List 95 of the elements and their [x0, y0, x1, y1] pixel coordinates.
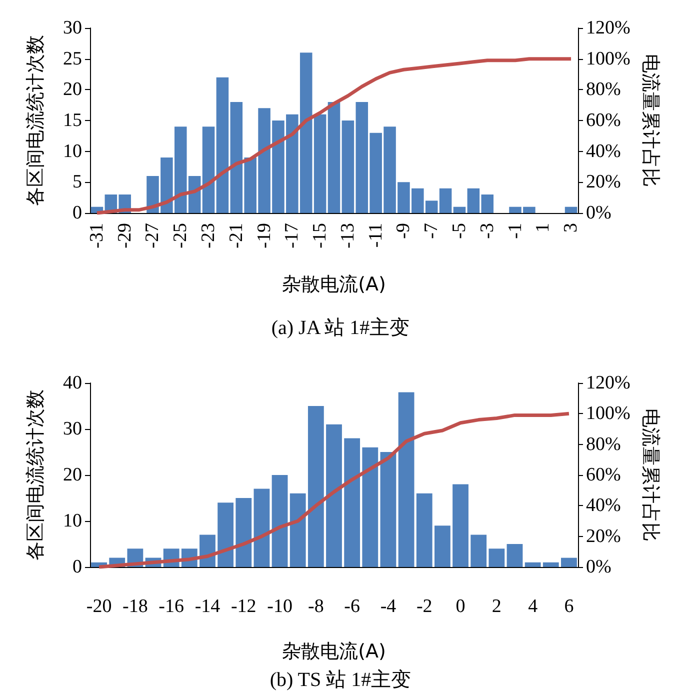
y2-tick-label: 120%	[586, 18, 630, 38]
x-tick-label: -25	[170, 223, 192, 248]
x-tick-label: 1	[532, 223, 554, 232]
x-tick-label: -13	[337, 223, 358, 248]
x-axis-title: 杂散电流(A)	[282, 640, 386, 662]
bar	[314, 114, 326, 213]
x-tick-label: -11	[365, 223, 386, 248]
y2-tick-label: 40%	[586, 140, 621, 162]
x-tick-label: -9	[393, 223, 414, 239]
y2-tick-label: 80%	[586, 79, 621, 100]
x-tick-label: -14	[194, 596, 221, 617]
bar	[452, 484, 468, 567]
y2-tick-label: 120%	[586, 372, 630, 394]
y2-tick-label: 100%	[586, 403, 630, 424]
bar	[236, 498, 252, 567]
y2-tick-label: 0%	[586, 202, 612, 224]
x-tick-label: -15	[310, 223, 331, 248]
bar	[202, 126, 215, 213]
bar	[254, 488, 270, 567]
bar	[416, 493, 432, 567]
y2-tick-label: 20%	[586, 172, 621, 193]
y-tick-label: 20	[63, 464, 82, 486]
bar	[308, 406, 324, 567]
x-tick-label: -23	[198, 223, 220, 248]
x-tick-label: -8	[308, 596, 324, 617]
x-tick-label: -1	[504, 223, 526, 239]
x-tick-label: -20	[86, 596, 112, 617]
x-tick-label: -31	[86, 223, 108, 248]
line-series	[95, 57, 573, 215]
x-tick-label: 2	[492, 596, 502, 617]
y2-tick-label: 100%	[586, 48, 630, 70]
x-tick-label: -4	[380, 596, 397, 617]
y2-tick-label: 40%	[586, 495, 621, 516]
bar	[434, 526, 450, 567]
y-tick-label: 5	[72, 172, 82, 193]
bar	[290, 493, 306, 567]
y-tick-label: 25	[63, 48, 82, 70]
bar	[488, 548, 505, 567]
y-tick-label: 30	[63, 18, 82, 38]
bar	[564, 206, 578, 213]
y-tick-label: 10	[63, 510, 82, 532]
y-tick-label: 0	[72, 556, 82, 578]
x-axis-title: 杂散电流(A)	[282, 274, 386, 296]
y2-tick-label: 60%	[586, 110, 621, 131]
x-tick-label: -16	[158, 596, 184, 617]
x-tick-label: -21	[226, 223, 247, 248]
bar	[561, 558, 577, 567]
bar	[216, 77, 229, 213]
x-tick-label: -29	[114, 223, 136, 248]
y2-axis-title: 电流量累计占比	[640, 54, 662, 187]
bar	[380, 452, 396, 567]
text: (b) TS 站 1#主变	[270, 668, 412, 691]
x-tick-label: -19	[254, 223, 275, 248]
y2-tick-label: 0%	[586, 556, 612, 578]
bar	[439, 188, 452, 213]
bar	[398, 392, 414, 567]
bar	[362, 447, 378, 567]
x-tick-label: -27	[142, 223, 164, 248]
y-tick-label: 10	[63, 140, 82, 162]
y2-tick-label: 60%	[586, 464, 621, 486]
x-tick-label: -5	[448, 223, 470, 239]
bar	[524, 562, 541, 567]
y2-tick-label: 80%	[586, 434, 621, 455]
x-tick-label: -2	[416, 596, 432, 617]
y-axis-title: 各区间电流统计次数	[24, 35, 46, 206]
bar	[272, 475, 288, 567]
bar	[542, 562, 559, 567]
bar	[453, 206, 466, 213]
x-tick-label: -7	[421, 223, 442, 239]
bar	[470, 534, 487, 567]
y-tick-label: 15	[63, 110, 82, 131]
bar	[344, 438, 360, 567]
x-tick-label: 0	[456, 596, 466, 617]
y-tick-label: 40	[63, 372, 82, 394]
bar	[328, 102, 340, 213]
y-tick-label: 30	[63, 418, 82, 440]
bar	[342, 120, 354, 213]
x-tick-label: -6	[344, 596, 360, 617]
x-tick-label: -17	[282, 223, 303, 248]
x-tick-label: -3	[476, 223, 498, 239]
text: (a) JA 站 1#主变	[271, 316, 410, 339]
bar	[218, 502, 234, 567]
x-tick-label: -18	[122, 596, 148, 617]
x-tick-label: -12	[230, 596, 256, 617]
bar	[506, 544, 523, 567]
y2-tick-label: 20%	[586, 526, 621, 547]
y-tick-label: 20	[63, 79, 82, 100]
y2-axis-title: 电流量累计占比	[640, 408, 662, 542]
y-axis-title: 各区间电流统计次数	[24, 390, 46, 560]
x-tick-label: 3	[560, 223, 582, 232]
x-tick-label: 6	[564, 596, 574, 617]
x-tick-label: -10	[267, 596, 292, 617]
line-series	[97, 412, 571, 569]
bar	[326, 424, 342, 567]
x-tick-label: 4	[528, 596, 538, 617]
